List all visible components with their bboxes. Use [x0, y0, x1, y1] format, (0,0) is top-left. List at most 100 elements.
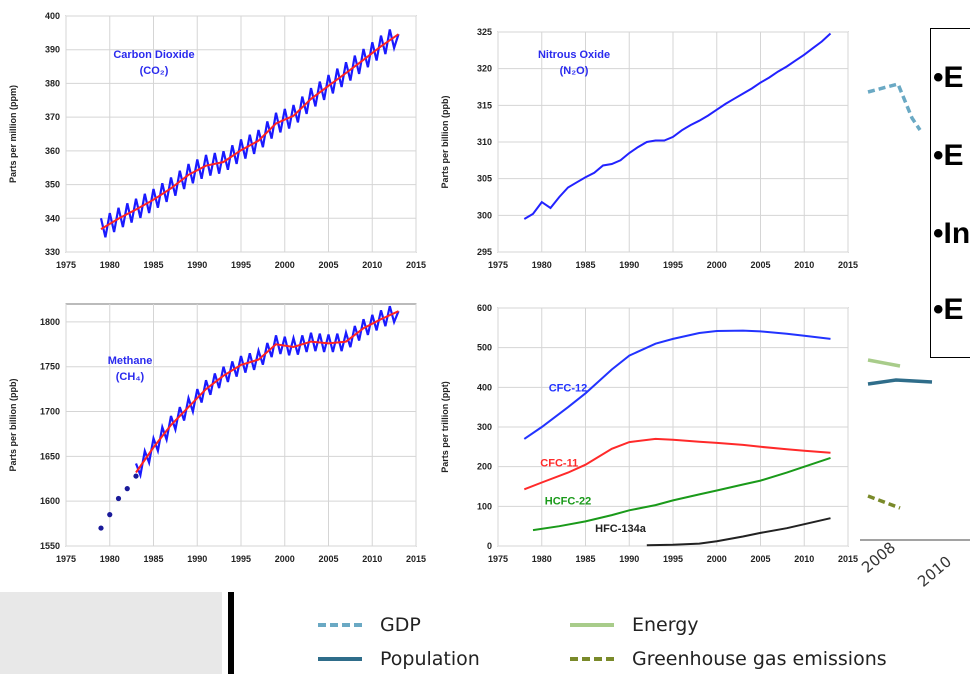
y-tick-label: 100 [477, 501, 492, 511]
bullet-item: •In [933, 217, 970, 250]
x-tick-label: 2010 [794, 260, 814, 270]
y-tick-label: 315 [477, 100, 492, 110]
ghg-swatch [570, 657, 614, 661]
ghg-line [867, 494, 901, 510]
x-tick-label: 1975 [488, 260, 508, 270]
x-tick-label: 1985 [575, 260, 595, 270]
x-tick-label: 2005 [750, 260, 770, 270]
y-tick-label: 370 [45, 112, 60, 122]
x-tick-label: 1975 [56, 554, 76, 564]
y-tick-label: 500 [477, 343, 492, 353]
y-tick-label: 320 [477, 64, 492, 74]
x-tick-label: 1975 [488, 554, 508, 564]
chart-annotation: (N₂O) [560, 65, 589, 77]
bg-axis-label-0: 2008 [860, 538, 899, 576]
x-tick-label: 2005 [318, 260, 338, 270]
trend-series-line [135, 310, 399, 474]
bullet-item: •E [933, 293, 964, 326]
y-tick-label: 340 [45, 213, 60, 223]
chart-annotation: Methane [108, 355, 153, 367]
series-label: HFC-134a [595, 523, 647, 535]
chart-annotation: Nitrous Oxide [538, 49, 610, 61]
x-tick-label: 1985 [143, 554, 163, 564]
x-tick-label: 1990 [619, 554, 639, 564]
y-tick-label: 300 [477, 210, 492, 220]
y-axis-label: Parts per million (ppm) [8, 85, 18, 183]
series-label: CFC-11 [540, 458, 578, 470]
x-tick-label: 1995 [231, 554, 251, 564]
chart-annotation: (CH₄) [116, 371, 145, 383]
x-tick-label: 1990 [187, 260, 207, 270]
y-axis-label: Parts per billion (ppb) [8, 378, 18, 471]
y-tick-label: 310 [477, 137, 492, 147]
population-swatch [318, 657, 362, 661]
y-tick-label: 325 [477, 27, 492, 37]
y-tick-label: 390 [45, 45, 60, 55]
series-label: CFC-12 [549, 382, 588, 394]
y-tick-label: 0 [487, 541, 492, 551]
seasonal-series-line [134, 305, 400, 480]
y-axis-label: Parts per billion (ppb) [440, 95, 450, 188]
data-point [133, 473, 139, 479]
energy-line [867, 358, 901, 368]
y-tick-label: 300 [477, 422, 492, 432]
x-tick-label: 2000 [275, 554, 295, 564]
x-tick-label: 1995 [663, 260, 683, 270]
chart-annotation: (CO₂) [140, 65, 169, 77]
y-tick-label: 1750 [40, 362, 60, 372]
bullet-item: •E [933, 139, 964, 172]
series-line [523, 329, 831, 440]
legend-item-gdp: GDP [318, 614, 421, 636]
halocarbon-chart: 1975 1980 1985 1990 1995 2000 2005 2010 2015 0 100… [432, 290, 862, 580]
x-tick-label: 2005 [318, 554, 338, 564]
legend-label: Greenhouse gas emissions [632, 648, 887, 670]
legend-label: Population [380, 648, 480, 670]
y-tick-label: 200 [477, 462, 492, 472]
x-tick-label: 1980 [532, 260, 552, 270]
x-tick-label: 2010 [794, 554, 814, 564]
x-tick-label: 1985 [575, 554, 595, 564]
series-line [523, 437, 831, 491]
x-tick-label: 1975 [56, 260, 76, 270]
y-tick-label: 400 [45, 11, 60, 21]
x-tick-label: 2010 [362, 554, 382, 564]
legend: GDP Energy Population Greenhouse gas emi… [318, 614, 968, 674]
y-tick-label: 350 [45, 180, 60, 190]
y-tick-label: 600 [477, 303, 492, 313]
data-point [115, 495, 122, 502]
series-line [532, 456, 831, 532]
co2-chart: 1975 1980 1985 1990 1995 2000 2005 2010 2015 330 3… [0, 0, 430, 280]
y-tick-label: 380 [45, 78, 60, 88]
x-tick-label: 1980 [532, 554, 552, 564]
series-line [646, 517, 831, 547]
x-tick-label: 1980 [100, 554, 120, 564]
grey-panel [0, 592, 222, 674]
background-economic-chart: 2008 2010 [858, 0, 970, 600]
x-tick-label: 1980 [100, 260, 120, 270]
x-tick-label: 2015 [406, 554, 426, 564]
y-tick-label: 1550 [40, 541, 60, 551]
legend-item-population: Population [318, 648, 480, 670]
vertical-divider [228, 592, 234, 674]
y-tick-label: 330 [45, 247, 60, 257]
y-tick-label: 1800 [40, 317, 60, 327]
bullet-item: •E [933, 61, 964, 94]
y-tick-label: 1600 [40, 496, 60, 506]
x-tick-label: 2015 [838, 260, 858, 270]
legend-item-energy: Energy [570, 614, 699, 636]
y-tick-label: 400 [477, 382, 492, 392]
y-tick-label: 1650 [40, 451, 60, 461]
bg-axis-label-1: 2010 [914, 552, 955, 590]
data-point [107, 512, 113, 518]
trend-series-line [100, 33, 400, 230]
n2o-chart: 1975 1980 1985 1990 1995 2000 2005 2010 2015 295 3… [432, 0, 862, 280]
y-tick-label: 1700 [40, 407, 60, 417]
x-tick-label: 2005 [750, 554, 770, 564]
series-label: HCFC-22 [545, 495, 591, 507]
x-tick-label: 1985 [143, 260, 163, 270]
x-tick-label: 2000 [707, 554, 727, 564]
legend-label: Energy [632, 614, 699, 636]
x-tick-label: 1995 [231, 260, 251, 270]
y-tick-label: 360 [45, 146, 60, 156]
x-tick-label: 1995 [663, 554, 683, 564]
